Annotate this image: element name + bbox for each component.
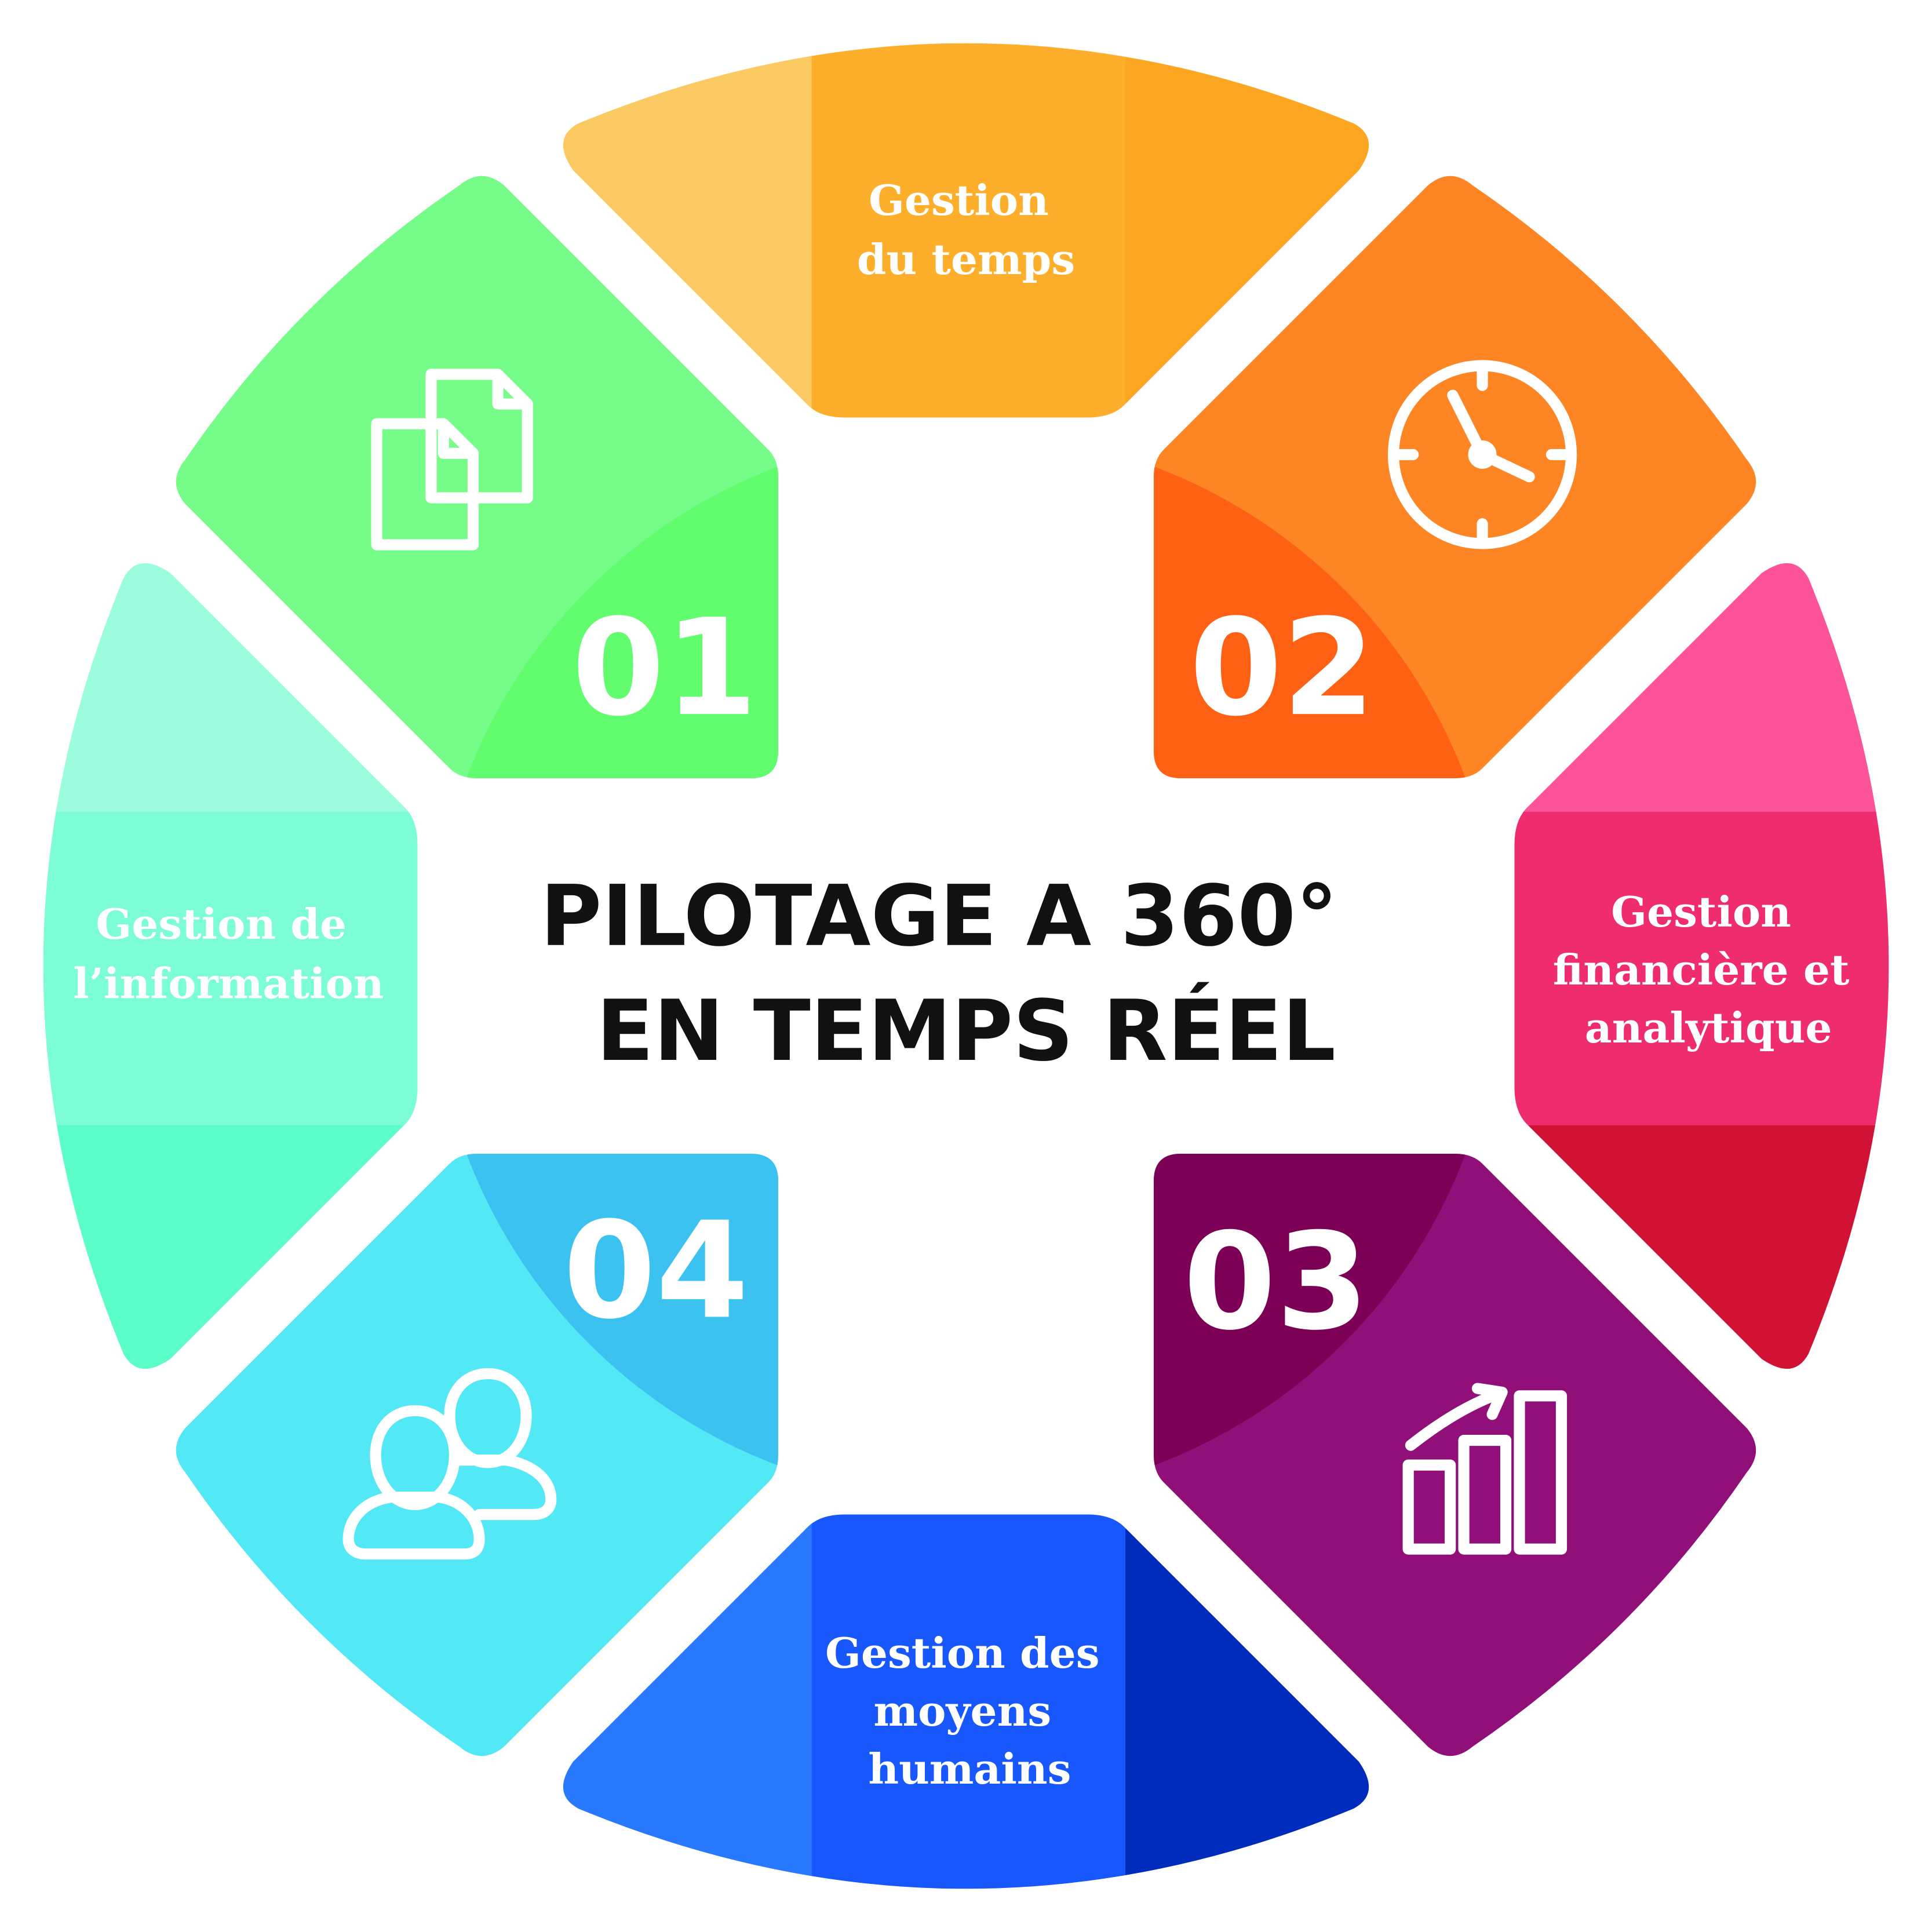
center-title-line-2: EN TEMPS RÉEL xyxy=(596,982,1336,1080)
tile-02-number: 02 xyxy=(1190,590,1375,746)
bar-chart-icon xyxy=(1402,1383,1568,1555)
segment-right-line-1: Gestion xyxy=(1611,888,1791,937)
center-title-line-1: PILOTAGE A 360° xyxy=(540,867,1337,965)
segment-right-line-3: analytique xyxy=(1585,1004,1832,1053)
segment-top-line-2: du temps xyxy=(857,235,1075,285)
segment-right-label: Gestion financière et analytique xyxy=(1553,888,1864,1053)
segment-left-label: Gestion de l’information xyxy=(73,900,384,1008)
segment-top-band-2 xyxy=(811,43,1125,418)
tile-01-accent xyxy=(432,432,778,778)
tile-02-accent xyxy=(1154,432,1500,778)
segment-right-line-2: financière et xyxy=(1553,946,1850,995)
segment-left-band-2 xyxy=(43,811,418,1125)
users-icon xyxy=(342,1368,557,1560)
segment-right-band-2 xyxy=(1514,811,1889,1125)
documents-icon xyxy=(371,369,533,551)
segment-bottom-label: Gestion des moyens humains xyxy=(825,1629,1114,1794)
tile-01-number: 01 xyxy=(572,590,757,746)
segment-top-label: Gestion du temps xyxy=(857,176,1075,285)
segment-bottom-line-3: humains xyxy=(868,1745,1071,1794)
tile-04-number: 04 xyxy=(563,1193,749,1348)
tile-04-accent xyxy=(432,1154,778,1500)
segment-bottom-band-2 xyxy=(811,1514,1125,1889)
center-title: PILOTAGE A 360° EN TEMPS RÉEL xyxy=(540,867,1367,1080)
segment-bottom-line-2: moyens xyxy=(873,1687,1051,1736)
tile-03-accent xyxy=(1154,1154,1500,1500)
segment-left-line-2: l’information xyxy=(73,959,384,1008)
clock-icon xyxy=(1387,360,1577,549)
segment-left-line-1: Gestion de xyxy=(96,900,347,949)
segment-top-line-1: Gestion xyxy=(869,176,1049,225)
segment-bottom-line-1: Gestion des xyxy=(825,1629,1100,1678)
tile-03-number: 03 xyxy=(1183,1205,1369,1360)
